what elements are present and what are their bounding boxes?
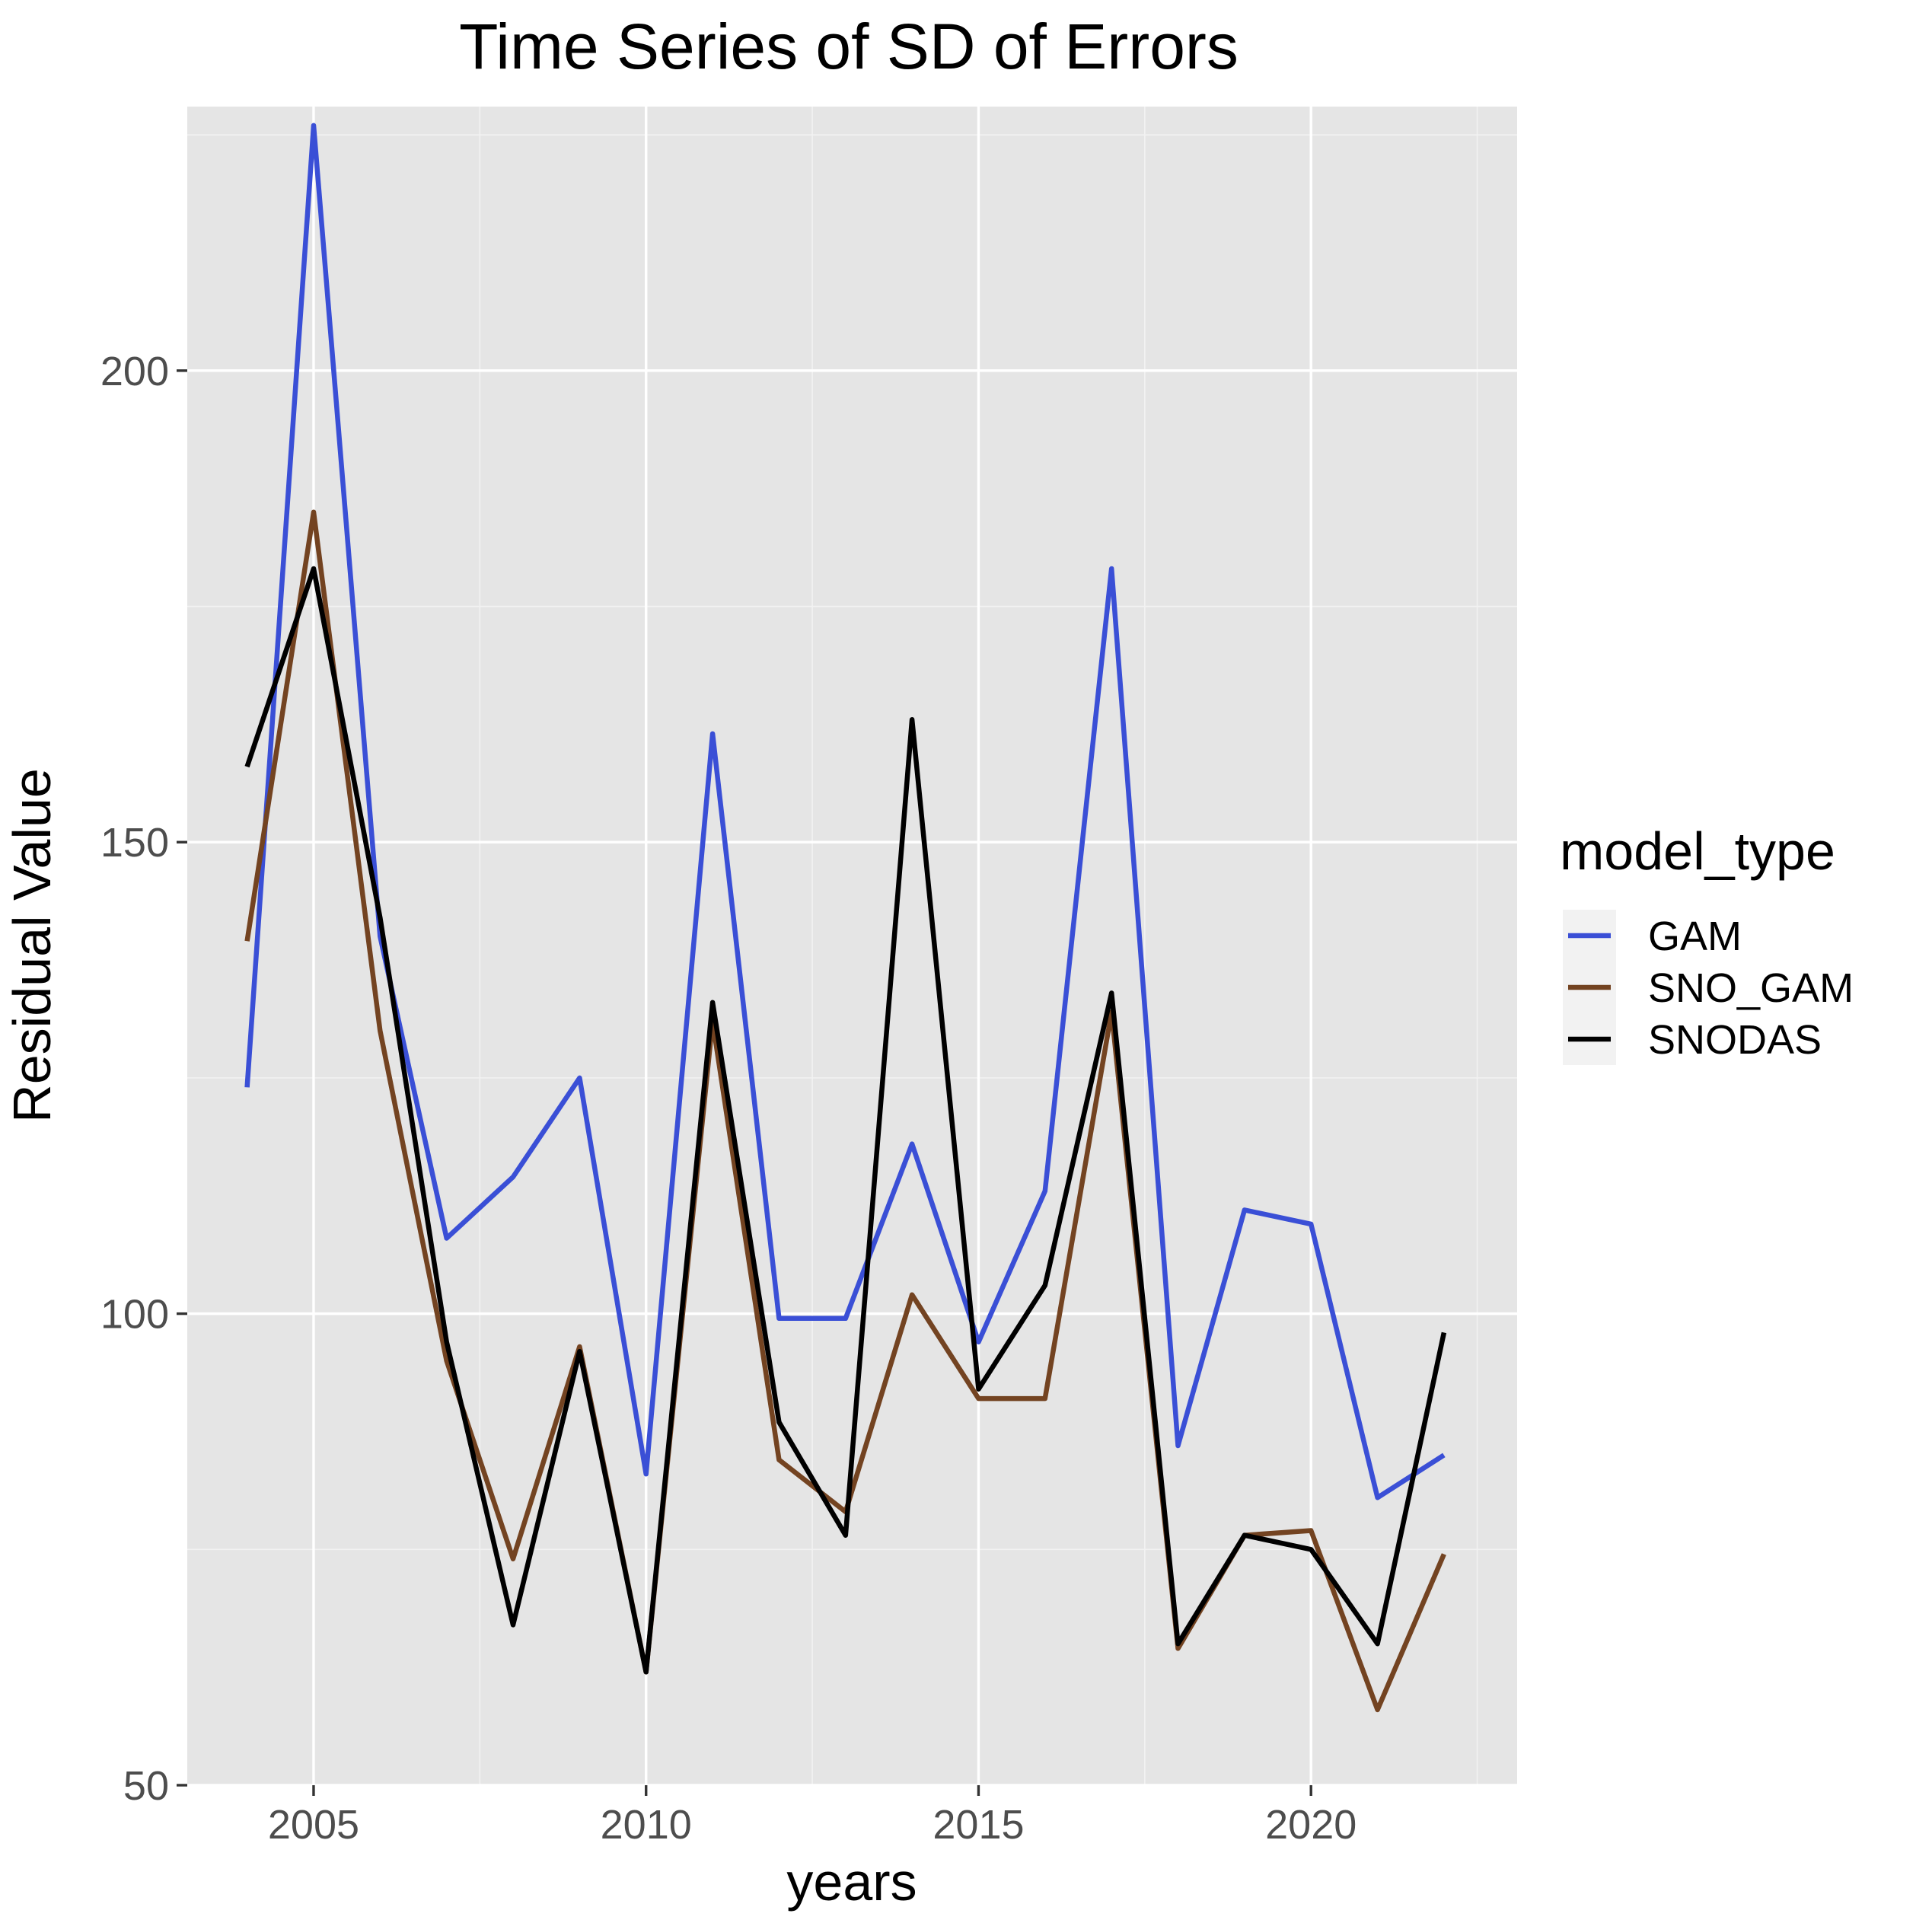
- y-tick-label: 200: [100, 349, 169, 394]
- legend-label-snodas: SNODAS: [1648, 1017, 1822, 1063]
- x-tick-labels: 2005 2010 2015 2020: [268, 1802, 1357, 1848]
- legend-title: model_type: [1560, 821, 1835, 881]
- grid-major: [187, 107, 1517, 1787]
- series-line-snodas: [244, 566, 1447, 1675]
- series-layer: [244, 123, 1447, 1713]
- legend-label-gam: GAM: [1648, 914, 1742, 959]
- y-tick-label: 50: [123, 1763, 169, 1809]
- chart-title: Time Series of SD of Errors: [459, 11, 1239, 82]
- x-tick-label: 2015: [933, 1802, 1024, 1848]
- y-axis-title: Residual Value: [2, 768, 62, 1123]
- series-line-gam: [244, 123, 1446, 1500]
- y-tick-label: 100: [100, 1292, 169, 1338]
- plot-panel: [187, 107, 1517, 1785]
- x-tick-label: 2010: [601, 1802, 692, 1848]
- axis-ticks: [177, 369, 1312, 1796]
- grid-minor: [187, 107, 1517, 1785]
- x-tick-label: 2020: [1265, 1802, 1357, 1848]
- y-tick-labels: 50 100 150 200: [100, 349, 169, 1809]
- x-axis-title: years: [786, 1852, 917, 1912]
- legend: model_type GAM SNO_GAM SNODAS: [1560, 821, 1854, 1065]
- legend-label-sno-gam: SNO_GAM: [1648, 965, 1854, 1011]
- x-tick-label: 2005: [268, 1802, 359, 1848]
- y-tick-label: 150: [100, 820, 169, 866]
- legend-items: GAM SNO_GAM SNODAS: [1563, 910, 1854, 1065]
